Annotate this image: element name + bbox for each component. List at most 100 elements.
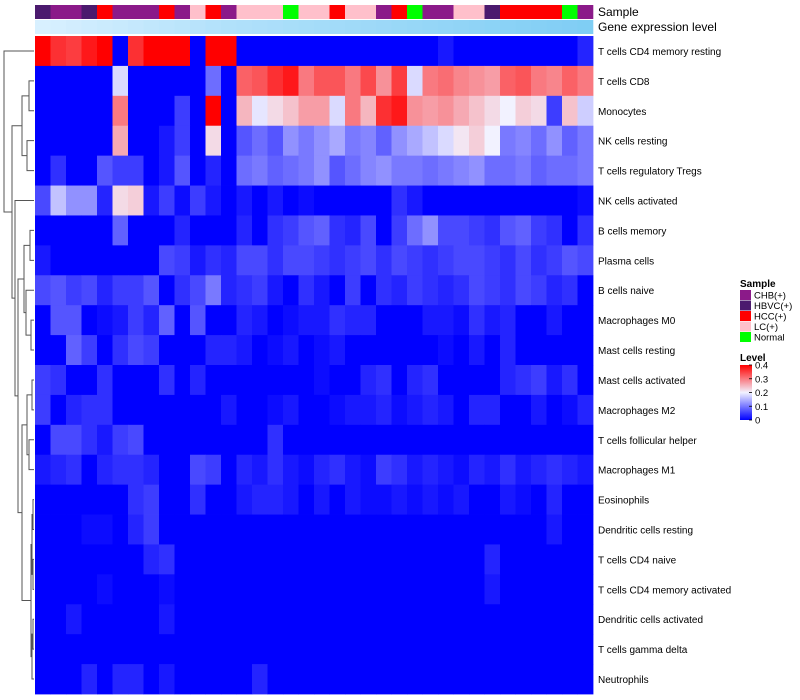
row-label: NK cells resting [598, 137, 667, 148]
heatmap-cell [577, 155, 594, 186]
heatmap-cell [562, 245, 578, 276]
expression-annotation-cell [112, 20, 129, 34]
sample-annotation-cell [205, 5, 222, 19]
heatmap-cell [205, 484, 222, 515]
heatmap-cell [112, 215, 129, 246]
heatmap-cell [128, 574, 144, 605]
heatmap-cell [35, 335, 51, 366]
heatmap-cell [283, 544, 299, 575]
heatmap-cell [97, 245, 113, 276]
heatmap-cell [391, 36, 408, 67]
heatmap-cell [422, 305, 439, 336]
heatmap-cell [35, 424, 51, 456]
heatmap-cell [159, 544, 175, 575]
dendrogram-branch [11, 125, 22, 299]
heatmap-cell [174, 454, 191, 486]
heatmap-cell [267, 574, 284, 605]
heatmap-cell [515, 604, 532, 635]
heatmap-cell [515, 305, 532, 336]
heatmap-cell [159, 215, 175, 246]
heatmap-cell [453, 514, 470, 545]
heatmap-cell [391, 245, 408, 276]
legend-sample-label: LC(+) [754, 322, 778, 333]
expression-annotation-cell [577, 20, 594, 34]
heatmap-cell [407, 514, 423, 545]
heatmap-cell [422, 185, 439, 216]
heatmap-cell [128, 215, 144, 246]
heatmap-cell [128, 305, 144, 336]
heatmap-cell [66, 484, 82, 515]
heatmap-cell [50, 245, 67, 276]
heatmap-cell [112, 36, 129, 67]
heatmap-cell [128, 245, 144, 276]
heatmap-cell [422, 664, 439, 695]
heatmap-cell [531, 664, 547, 695]
heatmap-cell [500, 185, 516, 216]
heatmap-cell [236, 365, 253, 396]
heatmap-cell [252, 215, 268, 246]
heatmap-cell [438, 454, 454, 486]
heatmap-cell [546, 424, 563, 456]
heatmap-cell [438, 514, 454, 545]
expression-annotation-cell [438, 20, 454, 34]
heatmap-cell [577, 664, 594, 695]
heatmap-cell [546, 394, 563, 426]
heatmap-cell [298, 484, 315, 515]
heatmap-cell [345, 514, 361, 545]
heatmap-cell [391, 514, 408, 545]
sample-annotation-cell [174, 5, 191, 19]
heatmap-cell [453, 155, 470, 186]
heatmap-cell [438, 36, 454, 67]
row-label: T cells regulatory Tregs [598, 167, 702, 178]
heatmap-cell [174, 335, 191, 366]
legend-sample-swatch [740, 300, 751, 311]
heatmap-cell [453, 185, 470, 216]
heatmap-cell [66, 424, 82, 456]
heatmap-cell [267, 454, 284, 486]
heatmap-cell [376, 365, 392, 396]
row-label: T cells CD4 memory activated [598, 585, 731, 596]
heatmap-cell [422, 275, 439, 306]
heatmap-cell [81, 454, 98, 486]
row-label: T cells gamma delta [598, 645, 688, 656]
heatmap-cell [174, 604, 191, 635]
heatmap-cell [267, 95, 284, 127]
heatmap-cell [438, 604, 454, 635]
heatmap-cell [531, 335, 547, 366]
heatmap-cell [515, 394, 532, 426]
heatmap-cell [190, 394, 206, 426]
heatmap-cell [236, 424, 253, 456]
heatmap-cells [35, 36, 594, 695]
heatmap-cell [66, 514, 82, 545]
heatmap-cell [50, 365, 67, 396]
legend-sample-label: HCC(+) [754, 312, 786, 323]
expression-annotation-cell [128, 20, 144, 34]
heatmap-cell [360, 484, 377, 515]
heatmap-cell [35, 604, 51, 635]
heatmap-cell [562, 484, 578, 515]
heatmap-cell [407, 604, 423, 635]
expression-annotation-cell [190, 20, 206, 34]
heatmap-cell [159, 155, 175, 186]
heatmap-cell [531, 305, 547, 336]
heatmap-cell [422, 65, 439, 97]
heatmap-cell [112, 454, 129, 486]
heatmap-cell [81, 36, 98, 67]
heatmap-cell [546, 454, 563, 486]
heatmap-cell [469, 634, 485, 665]
heatmap-cell [360, 125, 377, 157]
heatmap-cell [159, 335, 175, 366]
heatmap-cell [484, 664, 501, 695]
heatmap-cell [391, 95, 408, 127]
heatmap-cell [376, 65, 392, 97]
heatmap-cell [283, 305, 299, 336]
heatmap-cell [267, 544, 284, 575]
heatmap-cell [577, 275, 594, 306]
expression-annotation-cell [345, 20, 361, 34]
heatmap-cell [298, 604, 315, 635]
heatmap-cell [500, 394, 516, 426]
heatmap-cell [314, 95, 330, 127]
heatmap-cell [407, 95, 423, 127]
heatmap-cell [174, 245, 191, 276]
heatmap-cell [190, 95, 206, 127]
